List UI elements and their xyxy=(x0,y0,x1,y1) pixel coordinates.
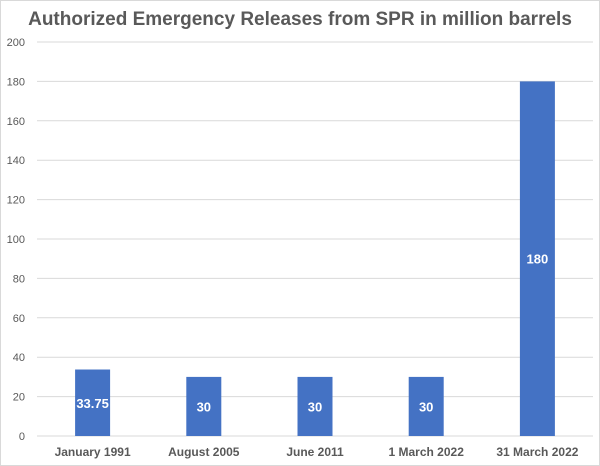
bar xyxy=(186,376,222,436)
bar xyxy=(297,376,333,436)
bar xyxy=(408,376,444,436)
x-tick-label: June 2011 xyxy=(286,445,344,459)
data-label: 180 xyxy=(527,252,549,267)
y-tick-label: 80 xyxy=(13,273,25,285)
data-label: 30 xyxy=(419,399,433,414)
y-tick-label: 180 xyxy=(7,76,25,88)
bar xyxy=(75,369,111,436)
x-tick-label: January 1991 xyxy=(55,445,131,459)
y-tick-label: 0 xyxy=(19,431,25,443)
data-label: 30 xyxy=(197,399,211,414)
y-tick-label: 200 xyxy=(7,37,25,49)
bar xyxy=(519,81,555,437)
y-tick-label: 100 xyxy=(7,234,25,246)
chart-title: Authorized Emergency Releases from SPR i… xyxy=(28,9,572,30)
y-tick-label: 140 xyxy=(7,155,25,167)
y-tick-label: 60 xyxy=(13,313,25,325)
x-tick-label: 31 March 2022 xyxy=(496,445,578,459)
y-tick-label: 120 xyxy=(7,195,25,207)
y-tick-label: 20 xyxy=(13,392,25,404)
y-tick-label: 40 xyxy=(13,352,25,364)
y-tick-label: 160 xyxy=(7,116,25,128)
data-label: 33.75 xyxy=(76,396,109,411)
x-tick-label: 1 March 2022 xyxy=(389,445,465,459)
data-label: 30 xyxy=(308,399,322,414)
x-tick-label: August 2005 xyxy=(168,445,240,459)
